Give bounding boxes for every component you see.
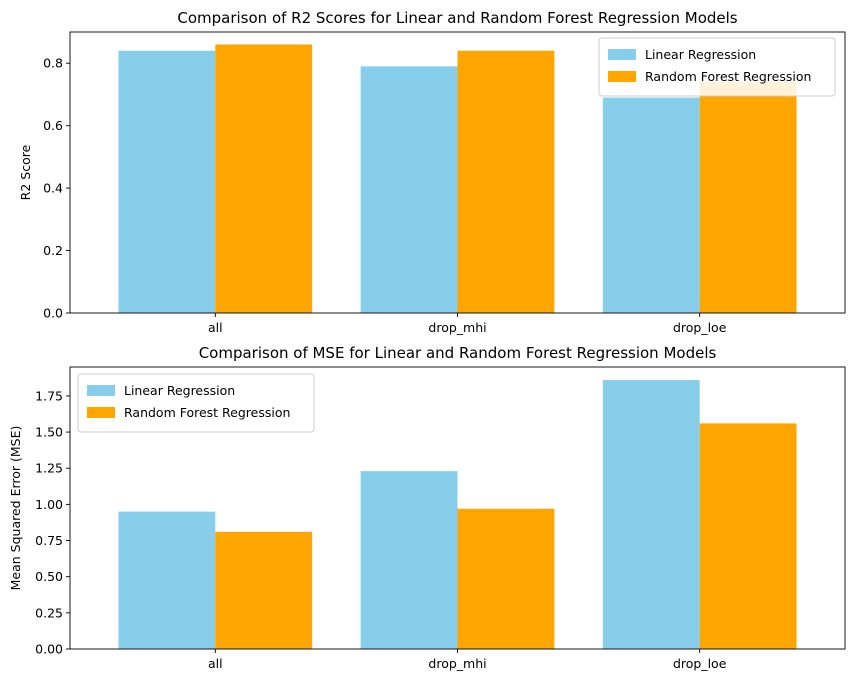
bar-random-forest-drop_mhi [457, 508, 555, 649]
bar-random-forest-drop_mhi [457, 50, 555, 313]
legend-swatch [87, 407, 115, 418]
bar-linear-drop_loe [602, 97, 700, 313]
y-tick-label: 0.75 [35, 533, 63, 548]
bar-linear-drop_loe [602, 380, 700, 649]
bar-random-forest-drop_loe [699, 81, 797, 314]
x-tick-label: all [208, 656, 223, 671]
bar-linear-drop_mhi [360, 471, 458, 649]
legend-swatch [87, 385, 115, 396]
chart-panel-2: 0.00 0.25 0.50 0.75 1.00 1.25 1.50 1.75 all drop_… [8, 344, 846, 671]
bar-random-forest-all [215, 44, 313, 314]
y-axis-label: Mean Squared Error (MSE) [8, 426, 23, 591]
x-tick-label: drop_mhi [428, 320, 486, 335]
legend-box [598, 37, 836, 97]
legend-swatch [608, 49, 636, 60]
y-tick-label: 0.00 [35, 642, 63, 657]
y-tick-label: 1.50 [35, 425, 63, 440]
chart-title: Comparison of R2 Scores for Linear and R… [177, 9, 737, 27]
bar-random-forest-all [215, 531, 313, 649]
bar-linear-all [118, 50, 216, 313]
y-tick-label: 1.25 [35, 461, 63, 476]
y-tick-label: 0.8 [43, 56, 63, 71]
legend: Linear Regression Random Forest Regressio… [77, 373, 315, 433]
x-tick-label: all [208, 320, 223, 335]
x-tick-label: drop_loe [673, 656, 727, 671]
bar-linear-all [118, 511, 216, 649]
chart-panel-1: 0.0 0.2 0.4 0.6 0.8 all drop_mhi drop_loe Compar… [18, 9, 846, 335]
y-axis-label: R2 Score [18, 144, 33, 200]
chart-title: Comparison of MSE for Linear and Random … [199, 344, 717, 362]
legend-label: Random Forest Regression [645, 69, 811, 84]
legend: Linear Regression Random Forest Regressio… [598, 37, 836, 97]
legend-label: Linear Regression [645, 47, 756, 62]
y-tick-label: 0.25 [35, 605, 63, 620]
y-tick-label: 0.0 [43, 306, 63, 321]
y-tick-label: 0.50 [35, 569, 63, 584]
legend-label: Linear Regression [124, 383, 235, 398]
y-tick-label: 1.00 [35, 497, 63, 512]
legend-swatch [608, 71, 636, 82]
bar-linear-drop_mhi [360, 66, 458, 313]
y-tick-label: 0.2 [43, 243, 63, 258]
y-tick-label: 1.75 [35, 388, 63, 403]
legend-label: Random Forest Regression [124, 405, 290, 420]
bar-random-forest-drop_loe [699, 423, 797, 649]
x-tick-label: drop_loe [673, 320, 727, 335]
legend-box [77, 373, 315, 433]
x-tick-label: drop_mhi [428, 656, 486, 671]
y-tick-label: 0.6 [43, 118, 63, 133]
y-tick-label: 0.4 [43, 181, 63, 196]
